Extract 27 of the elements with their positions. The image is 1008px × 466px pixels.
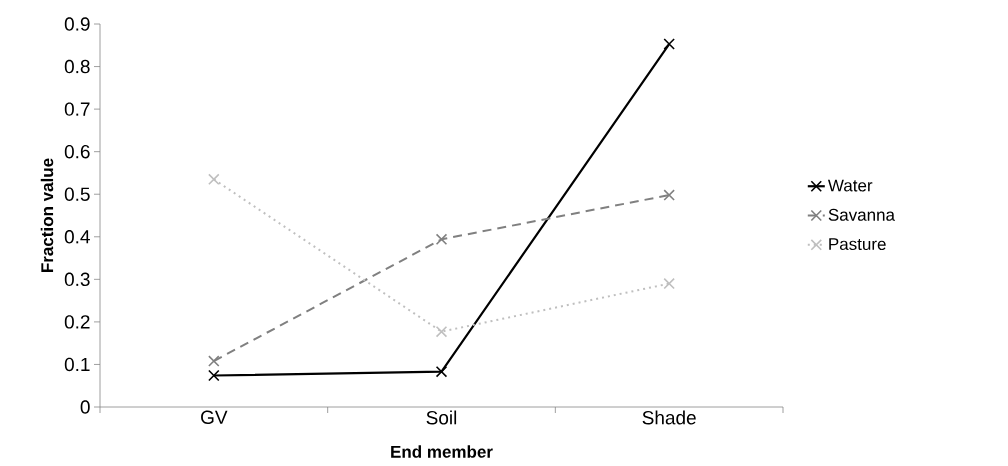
point xyxy=(435,325,448,338)
y-tick-label: 0.1 xyxy=(64,357,90,372)
y-tick-label: 0.4 xyxy=(64,230,90,244)
point xyxy=(208,369,220,382)
point xyxy=(663,189,675,201)
y-tick-label: 0.9 xyxy=(64,17,90,31)
y-tick-label: 0.7 xyxy=(64,102,90,116)
x-axis-title: End member xyxy=(391,445,493,458)
point xyxy=(435,365,448,378)
y-axis-title: Fraction value xyxy=(40,158,54,272)
y-tick-label: 0.6 xyxy=(64,144,90,159)
x-tick-label: GV xyxy=(201,410,228,424)
y-tick-label: 0.5 xyxy=(64,187,90,201)
x-tick-label: Soil xyxy=(426,410,457,425)
point xyxy=(435,233,448,246)
point xyxy=(663,38,675,50)
y-tick-label: 0.3 xyxy=(64,272,90,287)
point xyxy=(208,173,220,186)
legend-label: Savanna xyxy=(828,208,895,221)
legend-label: Pasture xyxy=(829,238,886,251)
y-tick-label: 0.8 xyxy=(64,59,90,74)
point xyxy=(208,355,220,367)
point xyxy=(663,277,675,290)
y-tick-label: 0.2 xyxy=(64,315,90,329)
y-tick-label: 0 xyxy=(80,400,90,414)
legend-label: Water xyxy=(827,179,873,192)
x-tick-label: Shade xyxy=(642,410,696,425)
